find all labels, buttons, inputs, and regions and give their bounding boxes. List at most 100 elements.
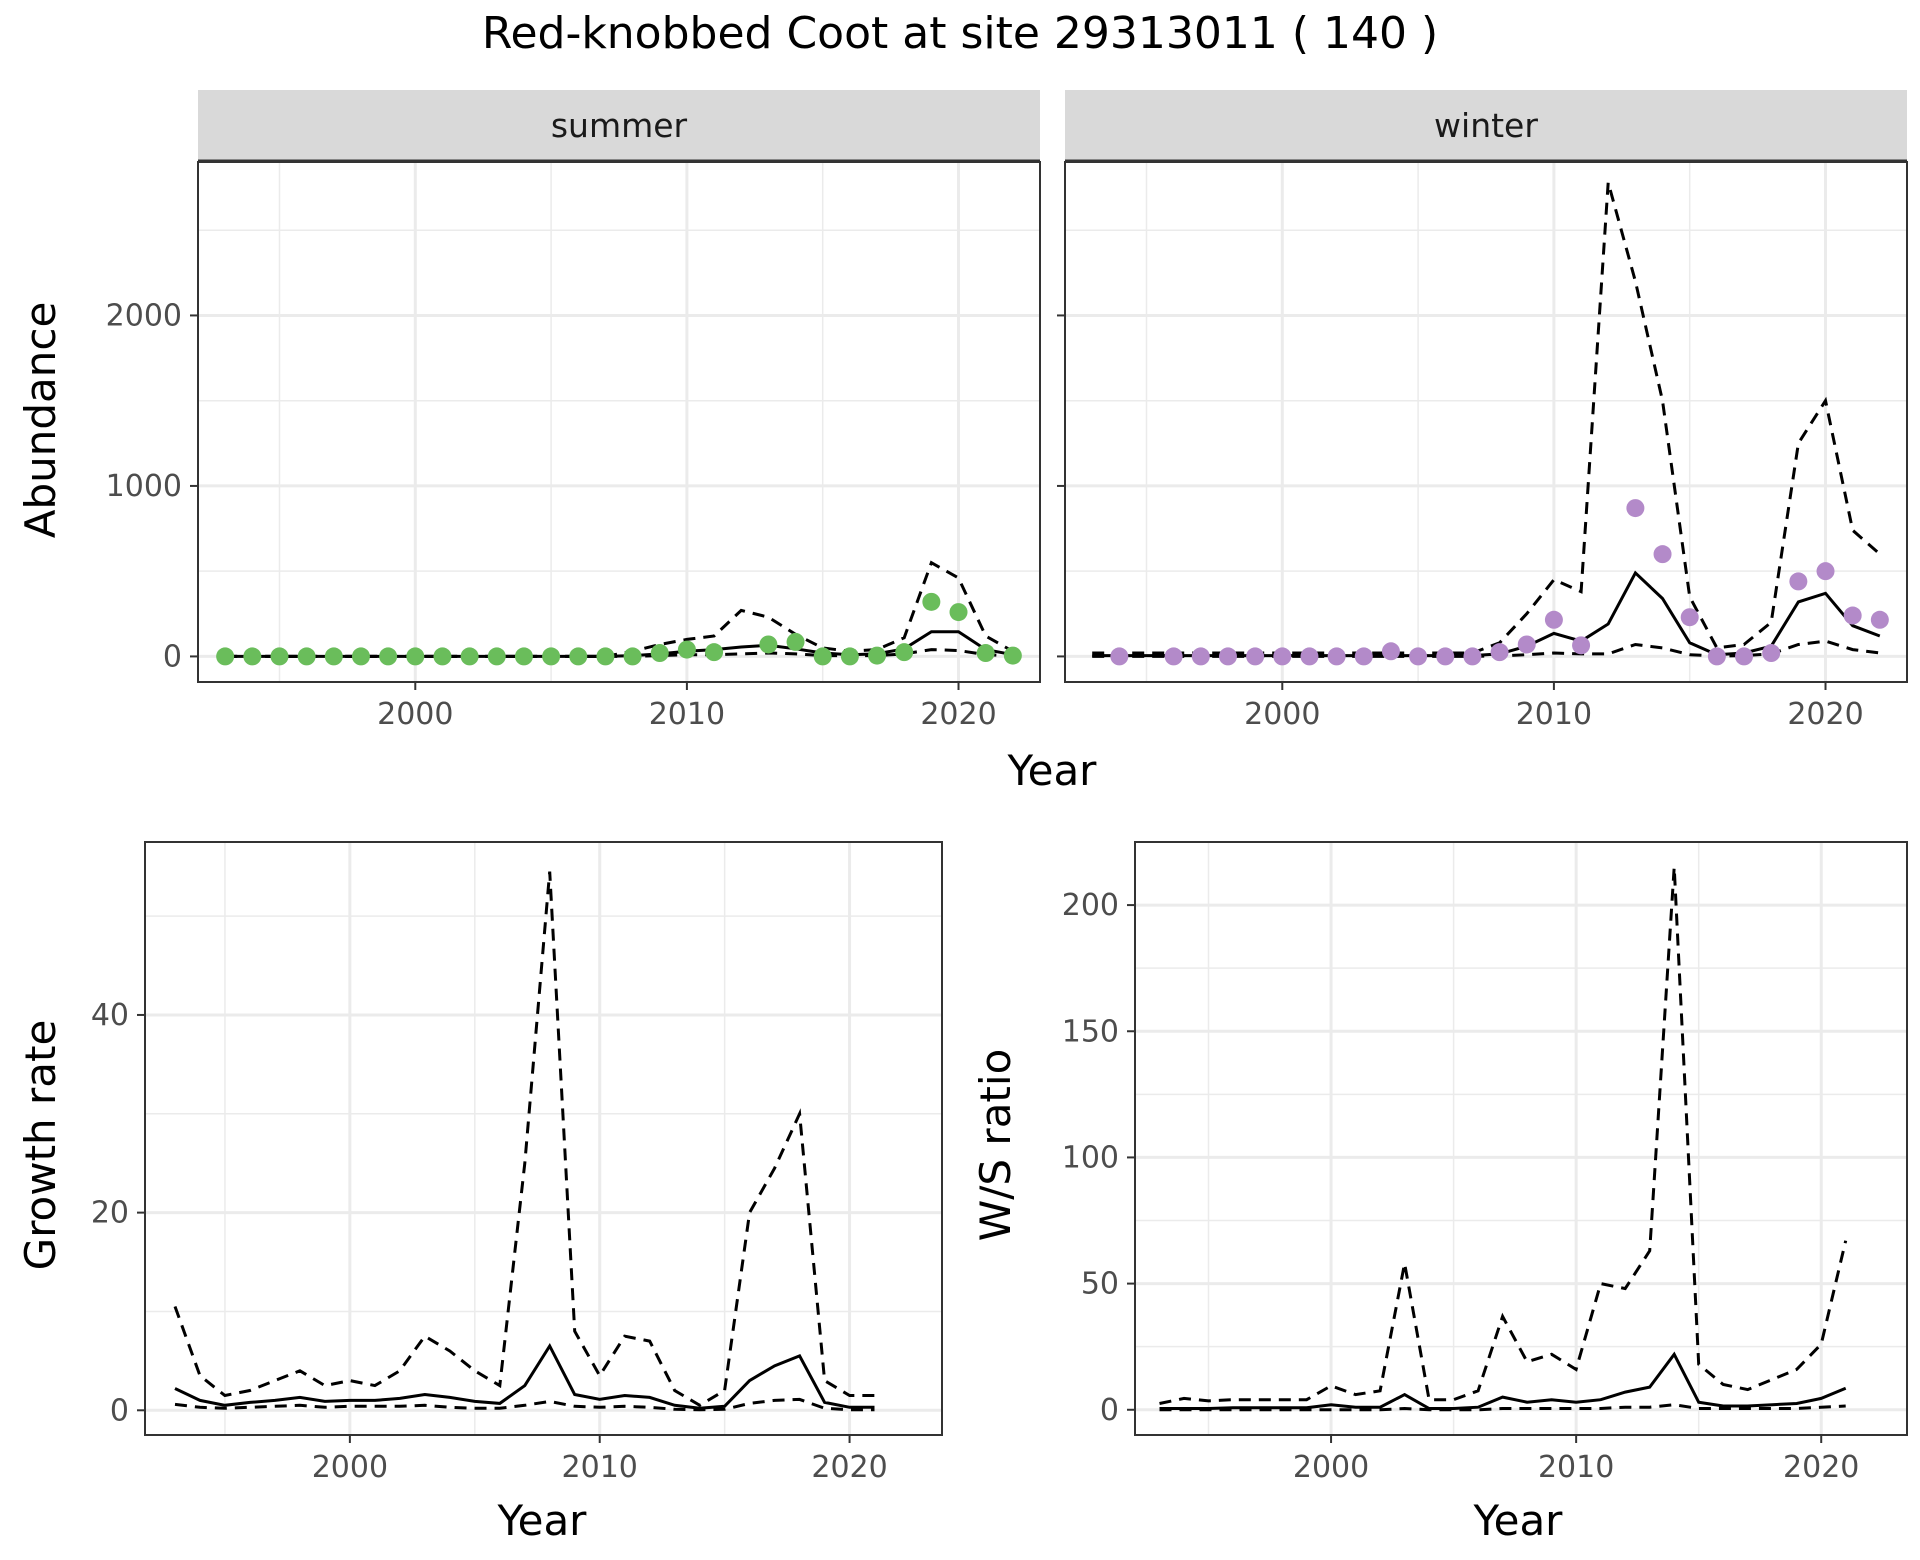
ws-upper-ci-line xyxy=(1159,867,1848,1405)
growth-upper-ci-line xyxy=(173,871,875,1408)
growth-y-axis-title: Growth rate xyxy=(16,1020,65,1271)
ws-y-tick-label: 100 xyxy=(1062,1140,1119,1175)
figure-title: Red-knobbed Coot at site 29313011 ( 140 … xyxy=(482,8,1438,59)
winter-data-point xyxy=(1246,647,1265,666)
winter-upper-ci-line xyxy=(1092,182,1881,655)
summer-data-point xyxy=(243,647,262,666)
winter-data-point xyxy=(1436,647,1455,666)
growth-y-tick-label: 40 xyxy=(91,998,129,1033)
winter-data-point xyxy=(1572,636,1591,655)
winter-data-point xyxy=(1707,647,1726,666)
abundance-x-axis-title: Year xyxy=(1007,746,1098,795)
summer-data-point xyxy=(650,644,669,663)
summer-plot-area: 2000 2010 2020 0 1000 2000 xyxy=(106,161,1041,732)
summer-data-point xyxy=(216,647,235,666)
summer-data-point xyxy=(840,647,859,666)
summer-data-point xyxy=(596,647,615,666)
ws-plot-area: 2000 2010 2020 0 50 100 150 200 xyxy=(1062,841,1908,1485)
winter-data-point xyxy=(1517,635,1536,654)
summer-data-point xyxy=(487,647,506,666)
summer-data-point xyxy=(895,643,914,662)
ws-x-tick-label: 2010 xyxy=(1538,1450,1614,1485)
ws-y-tick-label: 0 xyxy=(1100,1393,1119,1428)
winter-data-point xyxy=(1409,647,1428,666)
winter-plot-area: 2000 2010 2020 xyxy=(1057,161,1908,732)
winter-data-point xyxy=(1327,647,1346,666)
summer-fit-line xyxy=(225,630,1014,658)
summer-data-point xyxy=(922,592,941,611)
winter-x-tick-label: 2010 xyxy=(1516,697,1592,732)
summer-data-point xyxy=(677,640,696,659)
summer-data-point xyxy=(297,647,316,666)
summer-data-point xyxy=(623,647,642,666)
summer-data-point xyxy=(813,647,832,666)
summer-y-tick-label: 0 xyxy=(163,639,182,674)
ws-x-tick-label: 2000 xyxy=(1293,1450,1369,1485)
growth-rate-panel: 2000 2010 2020 0 20 40 Growth rate Year xyxy=(16,841,943,1545)
ws-y-tick-label: 200 xyxy=(1062,888,1119,923)
winter-data-point xyxy=(1544,610,1563,629)
winter-data-point xyxy=(1653,545,1672,564)
summer-x-tick-label: 2010 xyxy=(649,697,725,732)
winter-panel-border xyxy=(1064,161,1908,683)
summer-y-tick-label: 1000 xyxy=(106,469,182,504)
summer-data-point xyxy=(324,647,343,666)
winter-data-point xyxy=(1870,610,1889,629)
summer-panel-border xyxy=(197,161,1041,683)
summer-upper-ci-line xyxy=(225,560,1014,658)
winter-fit-line xyxy=(1092,570,1881,658)
summer-data-point xyxy=(379,647,398,666)
ws-panel-border xyxy=(1134,841,1908,1436)
winter-data-point xyxy=(1381,642,1400,661)
growth-panel-border xyxy=(144,841,943,1436)
summer-data-point xyxy=(949,603,968,622)
abundance-y-axis-title: Abundance xyxy=(16,302,65,539)
ws-x-tick-label: 2020 xyxy=(1783,1450,1859,1485)
winter-data-point xyxy=(1110,647,1129,666)
growth-lower-ci-line xyxy=(174,1397,875,1412)
winter-data-point xyxy=(1735,647,1754,666)
summer-data-point xyxy=(460,647,479,666)
ws-ratio-panel: 2000 2010 2020 0 50 100 150 200 W/S ratio Year xyxy=(971,841,1908,1545)
summer-data-point xyxy=(705,643,724,662)
winter-data-point xyxy=(1218,647,1237,666)
strip-summer xyxy=(198,90,1040,162)
summer-data-point xyxy=(542,647,561,666)
growth-x-tick-label: 2020 xyxy=(811,1450,887,1485)
summer-data-point xyxy=(433,647,452,666)
growth-y-tick-label: 0 xyxy=(110,1393,129,1428)
summer-data-point xyxy=(786,632,805,651)
growth-x-tick-label: 2000 xyxy=(312,1450,388,1485)
summer-data-point xyxy=(406,647,425,666)
winter-data-point xyxy=(1273,647,1292,666)
summer-data-point xyxy=(976,644,995,663)
winter-data-point xyxy=(1789,572,1808,591)
summer-data-point xyxy=(270,647,289,666)
growth-fit-line xyxy=(174,1342,875,1410)
winter-data-point xyxy=(1354,647,1373,666)
winter-x-tick-label: 2020 xyxy=(1787,697,1863,732)
winter-data-point xyxy=(1680,608,1699,627)
summer-y-tick-label: 2000 xyxy=(106,298,182,333)
abundance-summer-panel: summer 2000 2010 2020 0 1000 2000 xyxy=(106,90,1041,732)
summer-x-tick-label: 2020 xyxy=(920,697,996,732)
strip-winter xyxy=(1065,90,1907,162)
strip-winter-label: winter xyxy=(1434,106,1538,145)
summer-data-point xyxy=(1003,646,1022,665)
growth-x-axis-title: Year xyxy=(497,1496,588,1545)
ws-x-axis-title: Year xyxy=(1473,1496,1564,1545)
winter-data-point xyxy=(1463,647,1482,666)
ws-y-tick-label: 150 xyxy=(1062,1014,1119,1049)
summer-data-point xyxy=(514,647,533,666)
winter-x-tick-label: 2000 xyxy=(1244,697,1320,732)
summer-data-point xyxy=(759,635,778,654)
ws-y-tick-label: 50 xyxy=(1081,1267,1119,1302)
ws-y-axis-title: W/S ratio xyxy=(971,1049,1020,1242)
ws-lower-ci-line xyxy=(1159,1403,1846,1412)
winter-data-point xyxy=(1191,647,1210,666)
summer-data-point xyxy=(351,647,370,666)
ws-fit-line xyxy=(1159,1351,1847,1410)
strip-summer-label: summer xyxy=(551,106,688,145)
growth-plot-area: 2000 2010 2020 0 20 40 xyxy=(91,841,943,1485)
winter-data-point xyxy=(1164,647,1183,666)
